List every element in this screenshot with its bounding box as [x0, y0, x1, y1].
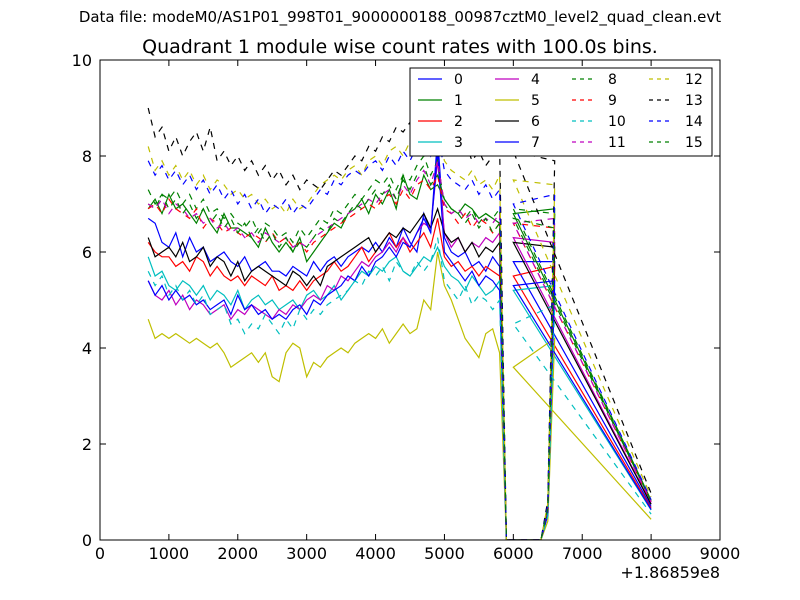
legend-label-9: 9 [608, 93, 617, 109]
legend-label-14: 14 [685, 114, 703, 130]
x-tick-label: 2000 [217, 544, 258, 563]
legend-label-4: 4 [531, 72, 540, 88]
plot-frame [99, 59, 721, 541]
x-tick-label: 1000 [149, 544, 190, 563]
series-line-15 [147, 164, 652, 540]
legend-label-10: 10 [608, 114, 626, 130]
y-tick-label: 10 [72, 51, 92, 70]
legend-label-6: 6 [531, 114, 540, 130]
x-tick-label: 6000 [493, 544, 534, 563]
y-tick-label: 0 [82, 531, 92, 550]
legend-label-13: 13 [685, 93, 703, 109]
legend-label-3: 3 [454, 135, 463, 151]
legend-label-7: 7 [531, 135, 540, 151]
series-line-0 [147, 136, 652, 540]
x-tick-label: 7000 [562, 544, 603, 563]
series-line-5 [147, 251, 652, 540]
legend-label-8: 8 [608, 72, 617, 88]
legend-label-1: 1 [454, 93, 463, 109]
series-line-3 [147, 245, 652, 540]
x-tick-label: 9000 [700, 544, 741, 563]
y-tick-label: 8 [82, 147, 92, 166]
x-tick-label: 0 [95, 544, 105, 563]
series-layer [147, 88, 652, 540]
x-tick-label: 8000 [631, 544, 672, 563]
legend-label-5: 5 [531, 93, 540, 109]
chart-title: Quadrant 1 module wise count rates with … [142, 36, 658, 58]
x-tick-label: 3000 [286, 544, 327, 563]
axes-layer: 0 1000 2000 3000 4000 5000 6000 7000 8000 9000 0 2 4… [72, 51, 741, 563]
series-line-10 [147, 237, 652, 540]
legend-box [409, 67, 713, 157]
legend-label-0: 0 [454, 72, 463, 88]
series-line-1 [147, 172, 652, 540]
series-line-2 [147, 218, 652, 540]
legend-label-12: 12 [685, 72, 703, 88]
series-line-12 [147, 124, 652, 540]
legend-label-11: 11 [608, 135, 626, 151]
legend-label-15: 15 [685, 135, 703, 151]
series-line-14 [147, 131, 652, 540]
y-tick-label: 6 [82, 243, 92, 262]
y-tick-label: 2 [82, 435, 92, 454]
legend-label-2: 2 [454, 114, 463, 130]
y-tick-label: 4 [82, 339, 92, 358]
series-line-7 [147, 151, 652, 540]
figure-suptitle: Data file: modeM0/AS1P01_998T01_90000001… [78, 8, 722, 26]
series-line-6 [147, 206, 652, 540]
x-tick-label: 4000 [355, 544, 396, 563]
x-offset-label: +1.86859e8 [620, 563, 720, 582]
x-tick-label: 5000 [424, 544, 465, 563]
